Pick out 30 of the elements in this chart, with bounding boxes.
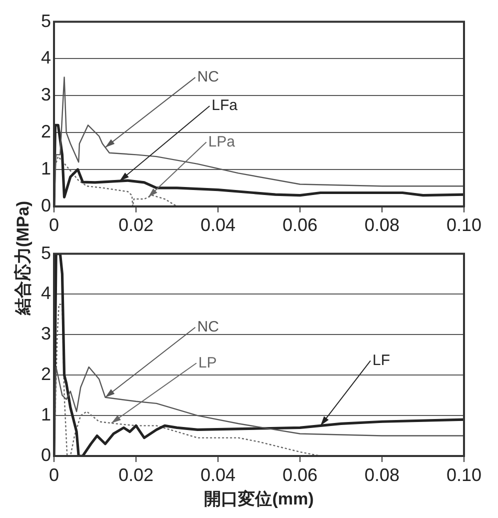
- x-tick-label: 0.06: [282, 464, 318, 485]
- y-tick-label: 3: [40, 324, 52, 344]
- text: LFa: [212, 97, 238, 114]
- x-tick-label: 0.08: [364, 464, 400, 485]
- x-tick-label: 0.10: [446, 215, 482, 236]
- y-axis-title: 結合応力(MPa): [12, 200, 34, 316]
- y-tick-label: 0: [40, 444, 52, 465]
- x-tick-label: 0.10: [446, 464, 482, 485]
- y-tick-label: 3: [40, 84, 52, 105]
- y-tick-label: 4: [40, 48, 52, 68]
- y-tick-label: 5: [40, 242, 52, 263]
- y-tick-label: 0: [40, 195, 52, 216]
- y-tick-label: 5: [40, 10, 52, 31]
- y-tick-label: 4: [40, 283, 52, 304]
- text: NC: [197, 318, 220, 336]
- x-axis-title: 開口変位(mm): [204, 489, 314, 508]
- text: LP: [198, 354, 217, 372]
- y-tick-label: 2: [40, 364, 52, 384]
- x-tick-label: 0.02: [118, 464, 154, 485]
- y-tick-label: 1: [40, 404, 52, 425]
- x-tick-label: 0.02: [118, 215, 154, 236]
- text: LF: [372, 352, 390, 369]
- text: NC: [197, 68, 220, 86]
- x-tick-label: 0.04: [200, 215, 236, 236]
- y-tick-label: 2: [40, 122, 52, 142]
- x-tick-label: 0.04: [200, 464, 236, 485]
- x-tick-label: 0.06: [282, 215, 318, 236]
- text: LPa: [208, 133, 236, 150]
- y-tick-label: 1: [40, 158, 52, 178]
- x-tick-label: 0.08: [364, 215, 400, 236]
